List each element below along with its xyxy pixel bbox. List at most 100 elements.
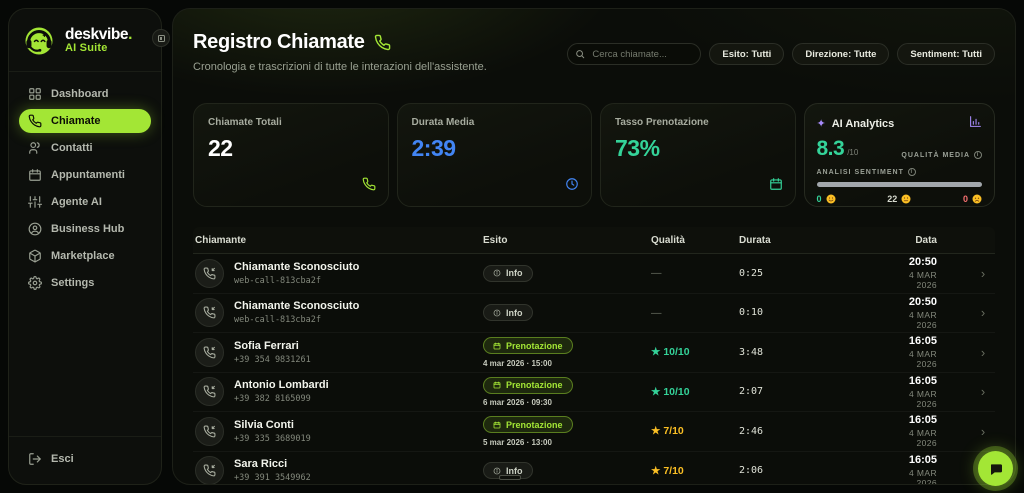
calls-table: Chiamante Esito Qualità Durata Data Chia… — [193, 227, 995, 485]
stat-card-tasso-prenotazione: Tasso Prenotazione 73% — [600, 103, 796, 207]
call-time: 16:05 — [908, 335, 937, 348]
table-row[interactable]: Sara Ricci +39 391 3549962 Info ★ 7/10 2… — [193, 452, 995, 485]
logout-icon — [29, 453, 41, 465]
sidebar-item-settings[interactable]: Settings — [19, 271, 151, 295]
info-icon — [493, 309, 501, 317]
phone-incoming-icon — [203, 385, 216, 398]
search-icon — [576, 49, 585, 58]
stat-card-durata-media: Durata Media 2:39 — [396, 103, 592, 207]
analytics-title: AI Analytics — [831, 118, 895, 130]
prenotazione-badge: Prenotazione — [483, 416, 573, 434]
sidebar-item-appuntamenti[interactable]: Appuntamenti — [19, 163, 151, 187]
prenotazione-badge: Prenotazione — [483, 337, 573, 355]
dashboard-icon — [29, 88, 41, 100]
chat-fab-button[interactable] — [978, 451, 1013, 486]
phone-incoming-icon — [203, 267, 216, 280]
deskvibe-logo-icon — [25, 27, 53, 55]
sidebar-item-chiamate[interactable]: Chiamate — [19, 109, 151, 133]
horizontal-scrollbar-thumb[interactable] — [499, 475, 521, 480]
caller-phone: web-call-813cba2f — [234, 315, 321, 326]
search-input[interactable] — [567, 43, 702, 65]
phone-incoming-icon — [203, 346, 216, 359]
caller-name: Antonio Lombardi — [234, 379, 329, 392]
stat-label: Tasso Prenotazione — [615, 117, 709, 128]
search-box — [567, 43, 702, 65]
chevron-right-icon[interactable]: › — [980, 423, 986, 439]
call-date: 4 MAR 2026 — [909, 467, 937, 485]
filter-sentiment[interactable]: Sentiment: Tutti — [897, 43, 995, 65]
booking-datetime: 6 mar 2026 · 09:30 — [483, 398, 552, 408]
call-time: 20:50 — [908, 256, 937, 269]
outcome-cell: Prenotazione 6 mar 2026 · 09:30 — [483, 376, 651, 407]
call-date: 4 MAR 2026 — [909, 388, 937, 409]
table-row[interactable]: Chiamante Sconosciuto web-call-813cba2f … — [193, 254, 995, 294]
info-icon — [493, 467, 501, 475]
chevron-right-icon[interactable]: › — [980, 384, 986, 400]
table-row[interactable]: Sofia Ferrari +39 354 9831261 Prenotazio… — [193, 333, 995, 373]
info-icon: i — [974, 151, 982, 159]
sidebar-item-contatti[interactable]: Contatti — [19, 136, 151, 160]
neutral-count: 22 — [887, 194, 898, 204]
filter-esito[interactable]: Esito: Tutti — [709, 43, 785, 65]
caller-name: Chiamante Sconosciuto — [234, 260, 360, 273]
table-row[interactable]: Antonio Lombardi +39 382 8165099 Prenota… — [193, 373, 995, 412]
outcome-cell: Prenotazione 5 mar 2026 · 13:00 — [483, 416, 651, 447]
chevron-right-icon[interactable]: › — [980, 265, 986, 281]
negative-count: 0 — [962, 194, 968, 204]
sidebar-item-business-hub[interactable]: Business Hub — [19, 217, 151, 241]
table-body: Chiamante Sconosciuto web-call-813cba2f … — [193, 254, 995, 485]
info-badge: Info — [483, 304, 533, 322]
stat-label: Chiamate Totali — [208, 117, 282, 128]
phone-incoming-icon — [203, 425, 216, 438]
table-row[interactable]: Chiamante Sconosciuto web-call-813cba2f … — [193, 294, 995, 333]
phone-title-icon — [374, 34, 390, 51]
quality-score: 8.3 — [816, 137, 845, 160]
ai-analytics-card: ✦ AI Analytics 8.3 /10 QUALITÀ MEDIA i AN… — [803, 103, 995, 207]
stat-label: Durata Media — [411, 117, 475, 128]
quality-cell: ★ 10/10 — [651, 346, 690, 359]
table-header-row: Chiamante Esito Qualità Durata Data — [193, 227, 995, 254]
chat-bubble-icon — [990, 463, 1002, 475]
call-date: 4 MAR 2026 — [909, 428, 937, 449]
header-controls: Esito: Tutti Direzione: Tutte Sentiment: T… — [567, 43, 995, 65]
star-icon: ★ — [651, 464, 661, 477]
caller-name: Chiamante Sconosciuto — [234, 300, 360, 313]
duration-cell: 0:10 — [739, 307, 764, 319]
logout-button[interactable]: Esci — [28, 448, 142, 470]
logout-label: Esci — [51, 453, 74, 465]
user-circle-icon — [28, 222, 42, 236]
filter-direzione[interactable]: Direzione: Tutte — [792, 43, 890, 65]
gear-icon — [28, 276, 42, 290]
outcome-cell: Info — [483, 264, 651, 282]
caller-phone: +39 335 3689019 — [234, 433, 311, 444]
sidebar-item-marketplace[interactable]: Marketplace — [19, 244, 151, 268]
stats-row: Chiamate Totali 22 Durata Media 2:39 Tas… — [173, 103, 1015, 207]
neutral-emoji-icon — [901, 194, 911, 204]
page-header: Registro Chiamate Cronologia e trascrizi… — [173, 9, 1015, 81]
clock-icon — [565, 177, 579, 196]
call-date: 4 MAR 2026 — [909, 309, 937, 330]
calendar-icon — [29, 169, 41, 181]
calendar-icon — [493, 381, 501, 389]
chevron-right-icon[interactable]: › — [980, 305, 986, 321]
box-icon — [29, 249, 41, 263]
chevron-right-icon[interactable]: › — [980, 344, 986, 360]
caller-phone: +39 382 8165099 — [234, 394, 311, 405]
table-row[interactable]: Silvia Conti +39 335 3689019 Prenotazion… — [193, 412, 995, 452]
star-icon: ★ — [651, 346, 661, 359]
users-icon — [29, 142, 40, 154]
main-panel: Registro Chiamate Cronologia e trascrizi… — [172, 8, 1016, 485]
duration-cell: 2:07 — [739, 386, 764, 398]
bar-chart-icon[interactable] — [969, 115, 982, 133]
duration-cell: 2:06 — [739, 465, 764, 477]
sidebar-collapse-button[interactable] — [152, 29, 170, 47]
quality-cell: ★ 7/10 — [651, 464, 684, 477]
duration-cell: 0:25 — [739, 267, 764, 279]
duration-cell: 3:48 — [739, 346, 764, 358]
sidebar-item-dashboard[interactable]: Dashboard — [19, 82, 151, 106]
page-subtitle: Cronologia e trascrizioni di tutte le in… — [193, 61, 487, 73]
sidebar-item-agente-ai[interactable]: Agente AI — [19, 190, 151, 214]
outcome-cell: Info — [483, 304, 651, 322]
booking-datetime: 5 mar 2026 · 13:00 — [483, 437, 552, 447]
outcome-cell: Prenotazione 4 mar 2026 · 15:00 — [483, 337, 651, 368]
